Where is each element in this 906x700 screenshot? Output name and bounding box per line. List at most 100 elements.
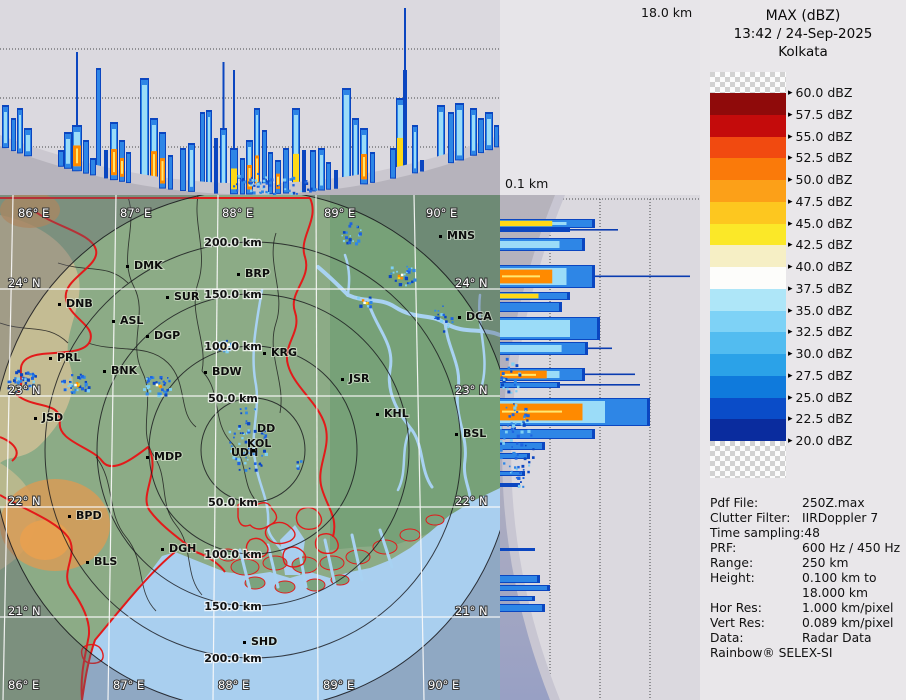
lat-label: 24° N	[8, 276, 41, 290]
color-swatch	[710, 115, 786, 137]
city-dot-ASL	[112, 320, 115, 323]
color-swatch	[710, 245, 786, 267]
city-label-BRP: BRP	[245, 267, 270, 280]
metadata-value: 1.000 km/pixel	[802, 601, 893, 615]
city-label-DMK: DMK	[134, 259, 163, 272]
metadata-label: Data:	[710, 631, 802, 646]
legend-entry-label: 20.0 dBZ	[796, 433, 853, 449]
radar-center-dot	[252, 449, 255, 452]
metadata-row: Pdf File:250Z.max	[710, 496, 902, 511]
city-label-PRL: PRL	[57, 351, 81, 364]
ring-label: 50.0 km	[208, 496, 258, 509]
legend-arrow-icon: ▸	[788, 303, 793, 319]
lat-label: 22° N	[8, 494, 41, 508]
city-dot-DMK	[126, 265, 129, 268]
legend-entry-label: 55.0 dBZ	[796, 129, 853, 145]
legend-entry: ▸37.5 dBZ	[788, 281, 852, 297]
lon-label: 88° E	[222, 206, 253, 220]
city-dot-KHL	[376, 413, 379, 416]
city-label-MNS: MNS	[447, 229, 475, 242]
xz-projection-panel	[0, 0, 500, 195]
metadata-row: Hor Res:1.000 km/pixel	[710, 601, 902, 616]
legend-entry-label: 27.5 dBZ	[796, 368, 853, 384]
color-swatch	[710, 158, 786, 180]
city-label-KHL: KHL	[384, 407, 409, 420]
metadata-value: 0.089 km/pixel	[802, 616, 893, 630]
city-label-JSD: JSD	[41, 411, 63, 424]
city-label-DCA: DCA	[466, 310, 492, 323]
city-label-BLS: BLS	[94, 555, 117, 568]
yz-projection-panel	[500, 195, 706, 700]
city-dot-BLS	[86, 561, 89, 564]
legend-entry: ▸27.5 dBZ	[788, 368, 852, 384]
color-swatch	[710, 332, 786, 354]
legend-arrow-icon: ▸	[788, 194, 793, 210]
metadata-row: Data:Radar Data	[710, 631, 902, 646]
metadata-row: PRF:600 Hz / 450 Hz	[710, 541, 902, 556]
city-dot-MNS	[439, 235, 442, 238]
city-dot-KRG	[263, 352, 266, 355]
lon-label: 90° E	[426, 206, 457, 220]
legend-entry-label: 37.5 dBZ	[796, 281, 853, 297]
legend-entry: ▸55.0 dBZ	[788, 129, 852, 145]
metadata-row: Time sampling:48	[710, 526, 902, 541]
map-hills2	[20, 520, 70, 560]
color-swatch	[710, 267, 786, 289]
legend-entry: ▸45.0 dBZ	[788, 216, 852, 232]
legend-entry: ▸30.0 dBZ	[788, 346, 852, 362]
city-dot-BDW	[204, 371, 207, 374]
city-label-JSR: JSR	[348, 372, 370, 385]
ring-label: 150.0 km	[204, 600, 261, 613]
product-datetime: 13:42 / 24-Sep-2025	[700, 25, 906, 43]
lon-label: 86° E	[18, 206, 49, 220]
color-swatch	[710, 289, 786, 311]
legend-arrow-icon: ▸	[788, 390, 793, 406]
max-height-label: 18.0 km	[641, 5, 692, 20]
metadata-label: Time sampling:48	[710, 526, 802, 541]
city-dot-BRP	[237, 273, 240, 276]
legend-entry-label: 40.0 dBZ	[796, 259, 853, 275]
city-dot-DNB	[58, 303, 61, 306]
color-swatch	[710, 93, 786, 115]
color-swatch	[710, 354, 786, 376]
lat-label: 23° N	[455, 383, 488, 397]
city-label-BSL: BSL	[463, 427, 486, 440]
legend-arrow-icon: ▸	[788, 150, 793, 166]
legend-entry: ▸57.5 dBZ	[788, 107, 852, 123]
lat-label: 23° N	[8, 383, 41, 397]
ring-label: 100.0 km	[204, 340, 261, 353]
legend-entry: ▸20.0 dBZ	[788, 433, 852, 449]
legend-panel: MAX (dBZ) 13:42 / 24-Sep-2025 Kolkata ▸6…	[700, 0, 906, 700]
metadata-row: Clutter Filter:IIRDoppler 7	[710, 511, 902, 526]
legend-entry-label: 60.0 dBZ	[796, 85, 853, 101]
legend-arrow-icon: ▸	[788, 368, 793, 384]
ring-label: 200.0 km	[204, 652, 261, 665]
city-label-DGP: DGP	[154, 329, 180, 342]
city-dot-SHD	[243, 641, 246, 644]
metadata-label: Vert Res:	[710, 616, 802, 631]
city-label-DGH: DGH	[169, 542, 196, 555]
lat-label: 24° N	[455, 276, 488, 290]
city-dot-BPD	[68, 515, 71, 518]
metadata-label: Pdf File:	[710, 496, 802, 511]
legend-entry-label: 52.5 dBZ	[796, 150, 853, 166]
city-label-DD: DD	[257, 422, 275, 435]
metadata-value: 18.000 km	[802, 586, 868, 600]
lat-label: 21° N	[455, 604, 488, 618]
metadata-label: Hor Res:	[710, 601, 802, 616]
city-label-MDP: MDP	[154, 450, 182, 463]
legend-arrow-icon: ▸	[788, 85, 793, 101]
color-swatch	[710, 311, 786, 333]
metadata-value: IIRDoppler 7	[802, 511, 878, 525]
ring-label: 150.0 km	[204, 288, 261, 301]
legend-entry: ▸35.0 dBZ	[788, 303, 852, 319]
city-dot-JSR	[341, 378, 344, 381]
lat-label: 22° N	[455, 494, 488, 508]
lon-label: 87° E	[120, 206, 151, 220]
legend-entry: ▸32.5 dBZ	[788, 324, 852, 340]
city-label-UDH: UDH	[231, 446, 258, 459]
city-label-KRG: KRG	[271, 346, 297, 359]
color-swatch	[710, 398, 786, 420]
legend-entry-label: 50.0 dBZ	[796, 172, 853, 188]
city-dot-DGP	[146, 335, 149, 338]
